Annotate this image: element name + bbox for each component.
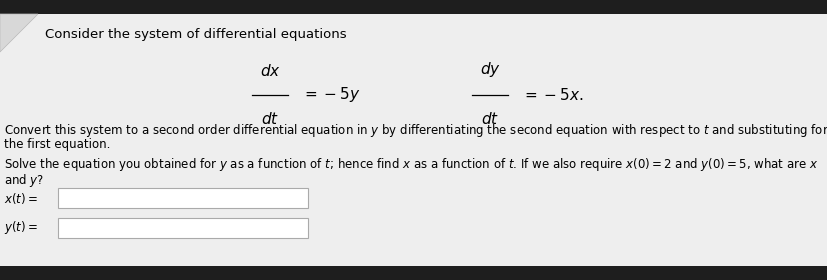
Text: Convert this system to a second order differential equation in $y$ by differenti: Convert this system to a second order di… [4,122,827,139]
Text: $dx$: $dx$ [260,63,280,79]
Text: $dt$: $dt$ [261,111,279,127]
Text: Consider the system of differential equations: Consider the system of differential equa… [45,28,347,41]
Polygon shape [0,14,38,52]
Text: $dt$: $dt$ [480,111,499,127]
Bar [58,218,308,238]
Text: the first equation.: the first equation. [4,138,110,151]
Text: $= -5x.$: $= -5x.$ [521,87,583,103]
Text: $dy$: $dy$ [479,60,500,79]
Polygon shape [0,14,38,52]
Bar [58,188,308,208]
Text: $y(t) =$: $y(t) =$ [4,220,38,237]
Text: Solve the equation you obtained for $y$ as a function of $t$; hence find $x$ as : Solve the equation you obtained for $y$ … [4,156,817,173]
Text: $x(t) =$: $x(t) =$ [4,190,38,206]
Text: and $y$?: and $y$? [4,172,44,189]
Text: $= -5y$: $= -5y$ [302,85,360,104]
